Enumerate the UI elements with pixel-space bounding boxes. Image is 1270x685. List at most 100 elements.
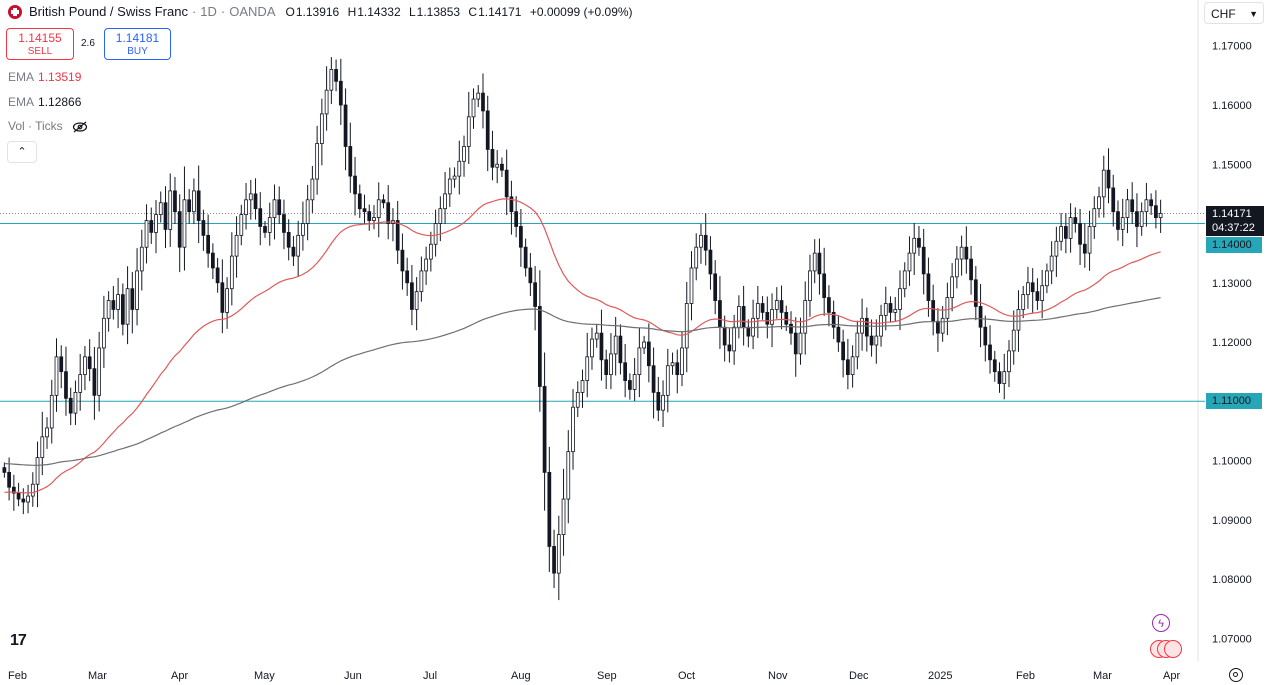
candle bbox=[495, 150, 500, 184]
candle bbox=[277, 186, 282, 224]
candle bbox=[969, 245, 973, 295]
candle bbox=[613, 316, 618, 376]
candle bbox=[727, 328, 732, 363]
event-flags-icon[interactable] bbox=[1150, 640, 1190, 660]
x-tick-label: Jun bbox=[344, 670, 362, 682]
candle bbox=[267, 202, 272, 246]
candle bbox=[471, 88, 476, 129]
candle bbox=[1135, 193, 1139, 248]
candle bbox=[1082, 223, 1087, 268]
candle bbox=[883, 286, 888, 331]
change-readout: +0.00099 (+0.09%) bbox=[529, 4, 633, 19]
x-tick-label: Apr bbox=[171, 670, 188, 682]
candle bbox=[154, 200, 158, 254]
symbol-title[interactable]: British Pound / Swiss Franc bbox=[29, 4, 188, 19]
candle bbox=[547, 446, 552, 573]
candle bbox=[869, 319, 874, 357]
candle bbox=[1073, 207, 1078, 233]
hidden-eye-icon[interactable] bbox=[72, 121, 88, 133]
candle bbox=[1139, 202, 1144, 236]
candle bbox=[433, 209, 438, 257]
candle bbox=[580, 369, 585, 408]
candle bbox=[319, 98, 324, 166]
candle bbox=[931, 284, 936, 336]
tradingview-logo[interactable]: 17 bbox=[10, 632, 27, 649]
candle bbox=[158, 191, 163, 223]
candle bbox=[670, 352, 675, 375]
bar-countdown: 04:37:22 bbox=[1212, 222, 1255, 235]
candle bbox=[111, 286, 116, 320]
ema-fast-legend[interactable]: EMA 1.13519 bbox=[8, 70, 82, 84]
candle bbox=[665, 348, 670, 413]
candle bbox=[703, 213, 708, 266]
candle bbox=[135, 248, 139, 326]
candle bbox=[1078, 208, 1082, 266]
candle bbox=[684, 281, 689, 373]
ema-fast-value: 1.13519 bbox=[38, 70, 82, 84]
x-tick-label: Mar bbox=[88, 670, 107, 682]
candle bbox=[64, 346, 68, 416]
candle bbox=[552, 529, 556, 588]
candle bbox=[760, 296, 765, 320]
candle bbox=[125, 266, 130, 345]
candle bbox=[490, 130, 495, 181]
candle bbox=[793, 317, 798, 377]
lightning-icon[interactable]: ϟ bbox=[1152, 614, 1170, 632]
candle bbox=[1049, 241, 1054, 285]
interval-label[interactable]: 1D bbox=[200, 4, 217, 19]
candle bbox=[599, 309, 604, 381]
volume-legend[interactable]: Vol · Ticks bbox=[8, 119, 88, 133]
candle bbox=[902, 262, 907, 298]
candle bbox=[324, 66, 329, 131]
settings-gear-icon[interactable] bbox=[1229, 668, 1243, 682]
candle bbox=[528, 253, 533, 297]
candle bbox=[381, 194, 386, 209]
candle bbox=[628, 373, 632, 400]
candle bbox=[1158, 199, 1163, 233]
candle bbox=[30, 472, 35, 507]
candle bbox=[476, 85, 481, 108]
candle bbox=[462, 135, 466, 177]
candle bbox=[1026, 266, 1030, 309]
candle bbox=[718, 276, 722, 349]
candle bbox=[741, 285, 746, 346]
candle bbox=[120, 283, 125, 336]
candle bbox=[774, 287, 779, 319]
sell-button[interactable]: 1.14155 SELL bbox=[6, 28, 74, 60]
candle bbox=[992, 350, 997, 382]
candle bbox=[329, 57, 334, 105]
candle bbox=[163, 186, 168, 249]
candle bbox=[215, 258, 220, 293]
y-tick-label: 1.09000 bbox=[1212, 515, 1252, 527]
candle bbox=[504, 149, 509, 216]
candle bbox=[414, 277, 419, 331]
ema-fast-line bbox=[4, 198, 1161, 494]
candle bbox=[447, 167, 452, 207]
candle bbox=[675, 349, 680, 394]
currency-selector[interactable]: CHF ▼ bbox=[1204, 2, 1264, 24]
candle bbox=[1045, 263, 1049, 294]
candle bbox=[310, 165, 315, 213]
candle bbox=[68, 387, 73, 426]
candle bbox=[926, 257, 931, 317]
candle bbox=[1116, 200, 1120, 241]
candle bbox=[400, 233, 405, 290]
candle bbox=[841, 329, 846, 378]
candle bbox=[964, 226, 969, 274]
candle bbox=[87, 339, 92, 382]
candle bbox=[822, 247, 827, 316]
candle bbox=[1154, 190, 1158, 229]
candle bbox=[367, 204, 372, 231]
candle bbox=[201, 209, 206, 251]
candle bbox=[623, 344, 628, 398]
candle bbox=[73, 380, 78, 425]
candle bbox=[343, 88, 348, 171]
collapse-legend-button[interactable]: ⌃ bbox=[7, 141, 37, 163]
buy-button[interactable]: 1.14181 BUY bbox=[104, 28, 171, 60]
candle bbox=[817, 238, 822, 295]
ema-slow-legend[interactable]: EMA 1.12866 bbox=[8, 95, 82, 109]
candle bbox=[519, 209, 523, 267]
chevron-down-icon: ▼ bbox=[1249, 9, 1258, 19]
candle bbox=[537, 270, 542, 412]
